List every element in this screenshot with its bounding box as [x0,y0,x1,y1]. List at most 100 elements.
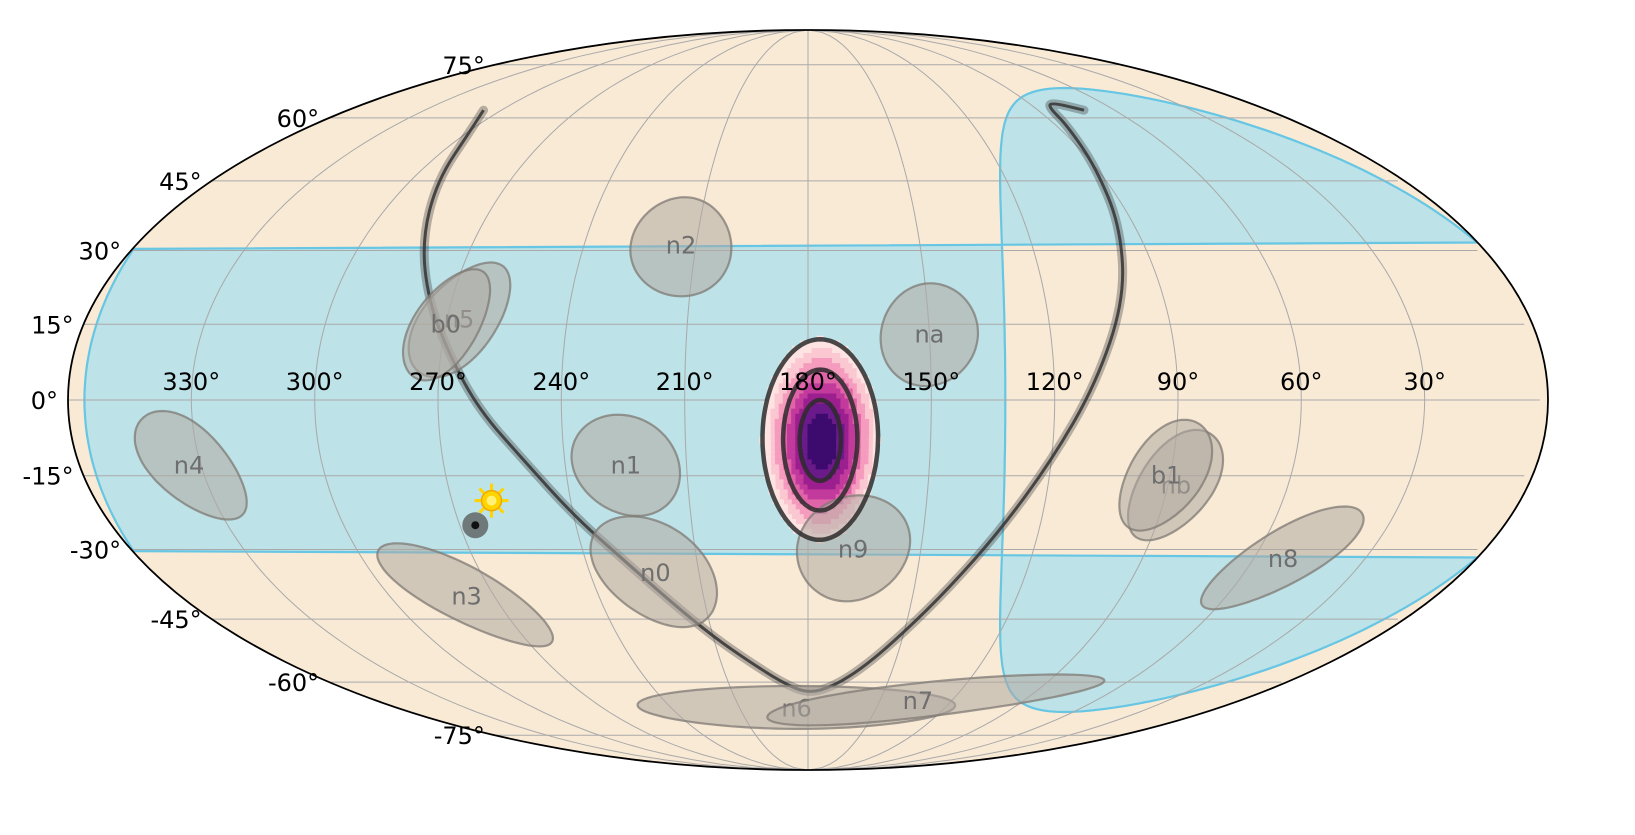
probability-pixel [861,457,869,465]
probability-pixel [784,511,793,519]
probability-pixel [837,416,845,424]
probability-pixel [788,502,796,510]
probability-pixel [804,457,812,465]
probability-pixel [780,482,788,490]
probability-pixel [857,426,865,434]
probability-pixel [825,396,833,404]
probability-pixel [870,416,878,424]
probability-pixel [812,487,820,495]
probability-pixel [779,396,787,404]
probability-pixel [796,386,804,394]
probability-pixel [783,371,792,379]
probability-pixel [783,376,792,384]
lon-tick-label: 330° [162,368,220,396]
probability-pixel [783,381,792,389]
probability-pixel [792,396,800,404]
probability-pixel [796,462,804,470]
probability-pixel [804,477,812,485]
probability-pixel [849,421,857,429]
probability-pixel [861,411,870,419]
probability-pixel [865,457,873,465]
probability-pixel [780,492,788,500]
probability-pixel [820,371,828,379]
probability-pixel [841,366,849,374]
probability-pixel [849,371,857,379]
probability-pixel [840,477,848,485]
probability-pixel [824,436,832,445]
probability-pixel [870,426,878,434]
probability-pixel [788,371,796,379]
probability-pixel [816,386,824,394]
probability-pixel [771,396,779,404]
probability-pixel [804,487,812,495]
probability-pixel [820,411,828,419]
probability-pixel [828,340,836,348]
probability-pixel [824,416,833,424]
probability-pixel [824,477,832,485]
lon-tick-label: 120° [1026,368,1084,396]
probability-pixel [804,381,812,389]
probability-pixel [763,431,771,440]
probability-pixel [775,442,783,450]
meridian-line [807,30,932,770]
probability-pixel [841,396,849,404]
probability-pixel [856,472,864,480]
probability-pixel [784,452,792,460]
probability-pixel [767,457,776,465]
probability-pixel [832,492,840,500]
probability-pixel [796,477,804,485]
probability-pixel [771,447,779,455]
probability-pixel [820,492,828,500]
sun-core [486,495,497,506]
probability-pixel [866,401,874,409]
probability-pixel [767,416,775,424]
probability-pixel [784,442,792,450]
probability-pixel [775,391,783,399]
probability-pixel [865,442,873,450]
probability-pixel [852,477,860,485]
lon-tick-label: 180° [779,368,837,396]
probability-pixel [841,376,849,384]
probability-pixel [784,457,792,465]
lon-tick-label: 30° [1403,368,1446,396]
probability-pixel [796,526,804,534]
probability-pixel [804,462,812,470]
probability-pixel [828,442,837,450]
probability-pixel [808,340,816,348]
probability-pixel [792,355,800,364]
probability-pixel [800,426,808,434]
probability-pixel [840,472,848,480]
probability-pixel [833,355,841,364]
probability-pixel [837,386,845,394]
meridian-line [807,30,1302,770]
probability-pixel [796,487,804,495]
probability-pixel [792,406,800,414]
probability-pixel [841,371,849,379]
probability-pixel [796,416,804,424]
probability-pixel [812,350,820,358]
probability-pixel [816,345,824,353]
meridian-line [684,30,809,770]
probability-pixel [816,376,824,384]
lat-tick-label: 60° [277,105,320,133]
probability-pixel [824,462,832,470]
probability-pixel [866,391,874,399]
probability-pixel [816,360,824,369]
probability-pixel [788,497,796,505]
probability-pixel [780,472,788,480]
probability-pixel [816,436,824,445]
probability-pixel [763,421,771,429]
probability-pixel [820,340,828,348]
probability-pixel [763,442,771,450]
probability-pixel [816,340,824,348]
probability-pixel [800,492,808,500]
probability-pixel [808,457,816,465]
probability-pixel [861,442,869,450]
probability-pixel [800,381,808,389]
probability-pixel [784,447,792,455]
contour-level-3 [760,337,881,543]
probability-pixel [763,452,771,460]
probability-pixel [792,457,800,465]
probability-pixel [856,482,864,490]
probability-pixel [767,421,775,429]
